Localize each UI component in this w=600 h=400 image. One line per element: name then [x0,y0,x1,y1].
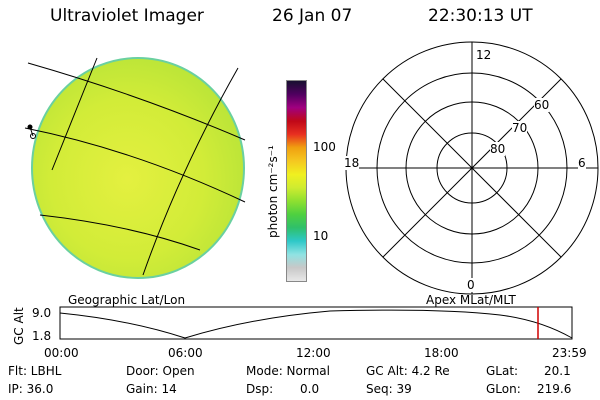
dsp-label: Dsp: [246,382,274,396]
mlt-label-12: 12 [476,48,492,62]
glat-value: 20.1 [544,364,571,378]
time-tick-1: 06:00 [168,346,203,360]
altitude-axis-label: GC Alt [12,307,26,345]
mode-info: Mode: Normal [246,364,330,378]
door-info: Door: Open [126,364,195,378]
earth-disk-image [31,57,245,279]
time-tick-2: 12:00 [296,346,331,360]
colorbar-tick-100: 100 [313,140,336,154]
geographic-label: Geographic Lat/Lon [68,293,186,307]
instrument-title: Ultraviolet Imager [50,6,204,26]
gain-info: Gain: 14 [126,382,177,396]
observation-time: 22:30:13 UT [428,6,533,26]
glat-label: GLat: [486,364,519,378]
mlat-label-80: 80 [490,142,506,156]
glon-value: 219.6 [537,382,572,396]
ip-info: IP: 36.0 [8,382,54,396]
mlt-label-18: 18 [344,156,360,170]
time-tick-3: 18:00 [424,346,459,360]
glon-label: GLon: [486,382,521,396]
time-tick-0: 00:00 [44,346,79,360]
gc-altitude-info: GC Alt: 4.2 Re [366,364,450,378]
sequence-info: Seq: 39 [366,382,412,396]
time-tick-4: 23:59 [552,346,587,360]
mlat-label-70: 70 [512,121,528,135]
dsp-value: 0.0 [300,382,320,396]
geographic-grid-lines [24,57,246,276]
station-marker [27,124,36,139]
observation-date: 26 Jan 07 [272,6,353,26]
colorbar-tick-10: 10 [313,229,329,243]
altitude-tick-max: 9.0 [32,306,52,320]
mlt-label-6: 6 [578,156,586,170]
mlt-label-0: 0 [467,278,475,292]
mlat-label-60: 60 [534,98,550,112]
altitude-tick-min: 1.8 [32,329,52,343]
filter-info: Flt: LBHL [8,364,62,378]
colorbar [286,80,307,282]
apex-label: Apex MLat/MLT [426,293,516,307]
